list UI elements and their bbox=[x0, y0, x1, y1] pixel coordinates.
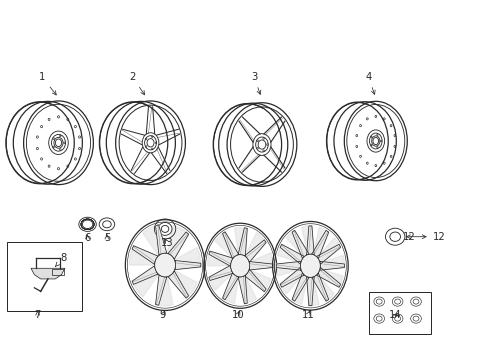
Ellipse shape bbox=[155, 253, 175, 277]
Polygon shape bbox=[310, 266, 343, 286]
Polygon shape bbox=[235, 228, 246, 266]
Polygon shape bbox=[302, 226, 310, 266]
Polygon shape bbox=[133, 265, 165, 297]
Polygon shape bbox=[165, 265, 197, 297]
Polygon shape bbox=[310, 266, 335, 300]
Polygon shape bbox=[157, 265, 173, 306]
Polygon shape bbox=[240, 266, 256, 303]
Polygon shape bbox=[209, 251, 233, 266]
Polygon shape bbox=[245, 269, 266, 292]
Ellipse shape bbox=[300, 254, 320, 277]
Polygon shape bbox=[222, 232, 239, 259]
Bar bbox=[368, 292, 431, 334]
Text: 4: 4 bbox=[366, 72, 375, 94]
Polygon shape bbox=[143, 225, 165, 265]
Polygon shape bbox=[317, 244, 341, 264]
Polygon shape bbox=[207, 253, 240, 266]
Polygon shape bbox=[307, 226, 314, 255]
Text: 9: 9 bbox=[159, 310, 166, 320]
Bar bbox=[52, 269, 64, 275]
Polygon shape bbox=[155, 275, 167, 305]
Polygon shape bbox=[129, 247, 165, 265]
Bar bbox=[7, 242, 82, 311]
Polygon shape bbox=[307, 277, 314, 306]
Text: 10: 10 bbox=[231, 310, 244, 320]
Polygon shape bbox=[294, 266, 310, 304]
Polygon shape bbox=[168, 271, 189, 298]
Polygon shape bbox=[240, 253, 273, 266]
Polygon shape bbox=[281, 266, 310, 294]
Polygon shape bbox=[310, 238, 340, 266]
Polygon shape bbox=[31, 268, 65, 279]
Polygon shape bbox=[280, 244, 304, 264]
Polygon shape bbox=[312, 273, 329, 301]
Text: 3: 3 bbox=[251, 72, 261, 94]
Polygon shape bbox=[245, 240, 266, 262]
Polygon shape bbox=[310, 227, 327, 266]
Polygon shape bbox=[215, 233, 240, 266]
Polygon shape bbox=[312, 230, 329, 258]
Polygon shape bbox=[276, 266, 310, 276]
Polygon shape bbox=[209, 266, 240, 291]
Text: 12: 12 bbox=[403, 232, 416, 242]
Polygon shape bbox=[292, 273, 309, 301]
Polygon shape bbox=[155, 225, 167, 255]
Polygon shape bbox=[310, 256, 344, 266]
Polygon shape bbox=[224, 266, 240, 303]
Text: 13: 13 bbox=[161, 238, 174, 248]
Polygon shape bbox=[240, 266, 271, 291]
Polygon shape bbox=[240, 233, 265, 266]
Polygon shape bbox=[165, 247, 201, 265]
Polygon shape bbox=[222, 273, 239, 300]
Polygon shape bbox=[280, 267, 304, 287]
Polygon shape bbox=[320, 261, 344, 270]
Text: 7: 7 bbox=[34, 310, 41, 320]
Polygon shape bbox=[317, 267, 341, 287]
Text: 6: 6 bbox=[84, 234, 91, 243]
Polygon shape bbox=[209, 265, 233, 280]
Polygon shape bbox=[238, 275, 247, 304]
Polygon shape bbox=[286, 231, 310, 266]
Polygon shape bbox=[175, 261, 201, 270]
Polygon shape bbox=[277, 246, 310, 266]
Text: 8: 8 bbox=[55, 253, 67, 266]
Ellipse shape bbox=[231, 255, 249, 277]
Text: 1: 1 bbox=[39, 72, 56, 95]
Text: 5: 5 bbox=[104, 234, 110, 243]
Polygon shape bbox=[238, 228, 247, 256]
Text: 14: 14 bbox=[389, 310, 401, 320]
Text: 11: 11 bbox=[302, 310, 315, 320]
Polygon shape bbox=[168, 232, 189, 259]
Polygon shape bbox=[292, 230, 309, 258]
Polygon shape bbox=[310, 266, 319, 306]
Polygon shape bbox=[276, 261, 301, 270]
Polygon shape bbox=[132, 246, 158, 264]
Polygon shape bbox=[249, 261, 273, 270]
Text: 12: 12 bbox=[409, 232, 445, 242]
Polygon shape bbox=[132, 266, 158, 284]
Text: 2: 2 bbox=[129, 72, 145, 95]
Polygon shape bbox=[165, 225, 187, 265]
